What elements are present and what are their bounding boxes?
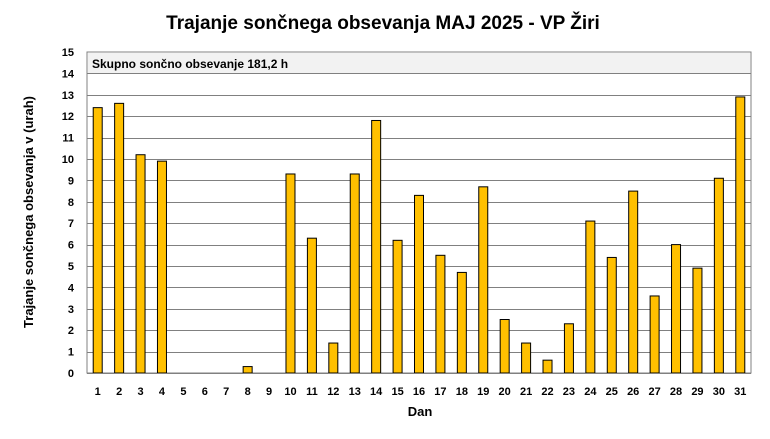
bar-day-8 — [242, 366, 253, 374]
chart-title: Trajanje sončnega obsevanja MAJ 2025 - V… — [166, 12, 600, 34]
bar-day-23 — [563, 323, 574, 374]
x-tick-label: 10 — [284, 386, 296, 398]
x-tick-label: 15 — [391, 386, 403, 398]
x-tick-label: 17 — [434, 386, 446, 398]
bar-day-15 — [392, 239, 403, 374]
bar-day-14 — [371, 119, 382, 374]
y-tick-label: 12 — [62, 111, 74, 123]
bar-day-11 — [306, 237, 317, 374]
x-tick-label: 7 — [223, 386, 229, 398]
x-tick-label: 22 — [541, 386, 553, 398]
bar-day-26 — [628, 190, 639, 374]
x-tick-label: 4 — [159, 386, 166, 398]
x-tick-label: 8 — [245, 386, 251, 398]
y-tick-label: 9 — [68, 175, 74, 187]
x-tick-label: 19 — [477, 386, 489, 398]
bar-day-10 — [285, 173, 296, 374]
bar-day-4 — [156, 160, 167, 374]
bar-day-17 — [435, 254, 446, 374]
annotation-background — [88, 53, 750, 73]
gridlines — [87, 73, 751, 353]
x-tick-label: 2 — [116, 386, 122, 398]
y-tick-label: 8 — [68, 197, 74, 209]
x-tick-label: 16 — [413, 386, 425, 398]
x-tick-label: 27 — [648, 386, 660, 398]
total-sunshine-note: Skupno sončno obsevanje 181,2 h — [92, 57, 288, 71]
x-tick-labels: 1 2 3 4 5 6 7 8 9 10 11 12 13 14 15 16 17 18 19 20 21 22 23 24 2… — [95, 386, 747, 398]
y-tick-label: 13 — [62, 90, 74, 102]
bar-day-28 — [671, 244, 682, 374]
x-tick-label: 18 — [456, 386, 468, 398]
bar-series — [92, 96, 746, 374]
bar-day-16 — [414, 194, 424, 374]
bar-day-12 — [328, 342, 339, 374]
x-tick-label: 14 — [370, 386, 383, 398]
y-tick-label: 6 — [68, 240, 74, 252]
x-tick-label: 28 — [670, 386, 682, 398]
y-tick-label: 10 — [62, 154, 74, 166]
y-tick-label: 2 — [68, 325, 74, 337]
bar-day-31 — [735, 96, 746, 374]
bar-day-27 — [649, 295, 660, 374]
bar-day-19 — [478, 186, 489, 374]
x-tick-label: 12 — [327, 386, 339, 398]
y-tick-label: 4 — [68, 282, 75, 294]
bar-day-24 — [585, 220, 596, 374]
bar-day-30 — [713, 177, 724, 374]
x-tick-label: 13 — [349, 386, 361, 398]
x-tick-label: 29 — [691, 386, 703, 398]
x-tick-label: 20 — [499, 386, 511, 398]
bar-day-1 — [92, 107, 103, 374]
bar-day-13 — [349, 173, 360, 374]
x-tick-label: 3 — [137, 386, 143, 398]
x-tick-label: 9 — [266, 386, 272, 398]
y-tick-label: 15 — [62, 47, 74, 59]
bar-day-20 — [499, 319, 510, 374]
x-tick-label: 21 — [520, 386, 532, 398]
y-axis-label: Trajanje sončnega obsevanja v (urah) — [21, 96, 36, 328]
y-tick-label: 3 — [68, 304, 74, 316]
bar-day-18 — [456, 271, 467, 374]
x-tick-label: 23 — [563, 386, 575, 398]
x-tick-label: 1 — [95, 386, 101, 398]
y-tick-label: 1 — [68, 347, 74, 359]
y-tick-label: 11 — [62, 133, 74, 145]
bar-day-2 — [114, 102, 125, 374]
x-tick-label: 25 — [606, 386, 618, 398]
x-tick-label: 31 — [734, 386, 746, 398]
x-tick-label: 26 — [627, 386, 639, 398]
x-tick-label: 24 — [584, 386, 597, 398]
y-tick-label: 5 — [68, 261, 74, 273]
x-axis-label: Dan — [408, 404, 433, 419]
bar-day-25 — [606, 256, 617, 374]
bar-day-22 — [542, 359, 553, 374]
bar-day-21 — [521, 342, 532, 374]
y-tick-label: 7 — [68, 218, 74, 230]
bar-day-3 — [135, 154, 146, 374]
x-tick-label: 5 — [180, 386, 186, 398]
x-tick-label: 30 — [713, 386, 725, 398]
x-tick-label: 6 — [202, 386, 208, 398]
bar-day-29 — [692, 267, 703, 374]
y-tick-label: 14 — [62, 68, 75, 80]
x-tick-label: 11 — [306, 386, 318, 398]
y-tick-label: 0 — [68, 368, 74, 380]
